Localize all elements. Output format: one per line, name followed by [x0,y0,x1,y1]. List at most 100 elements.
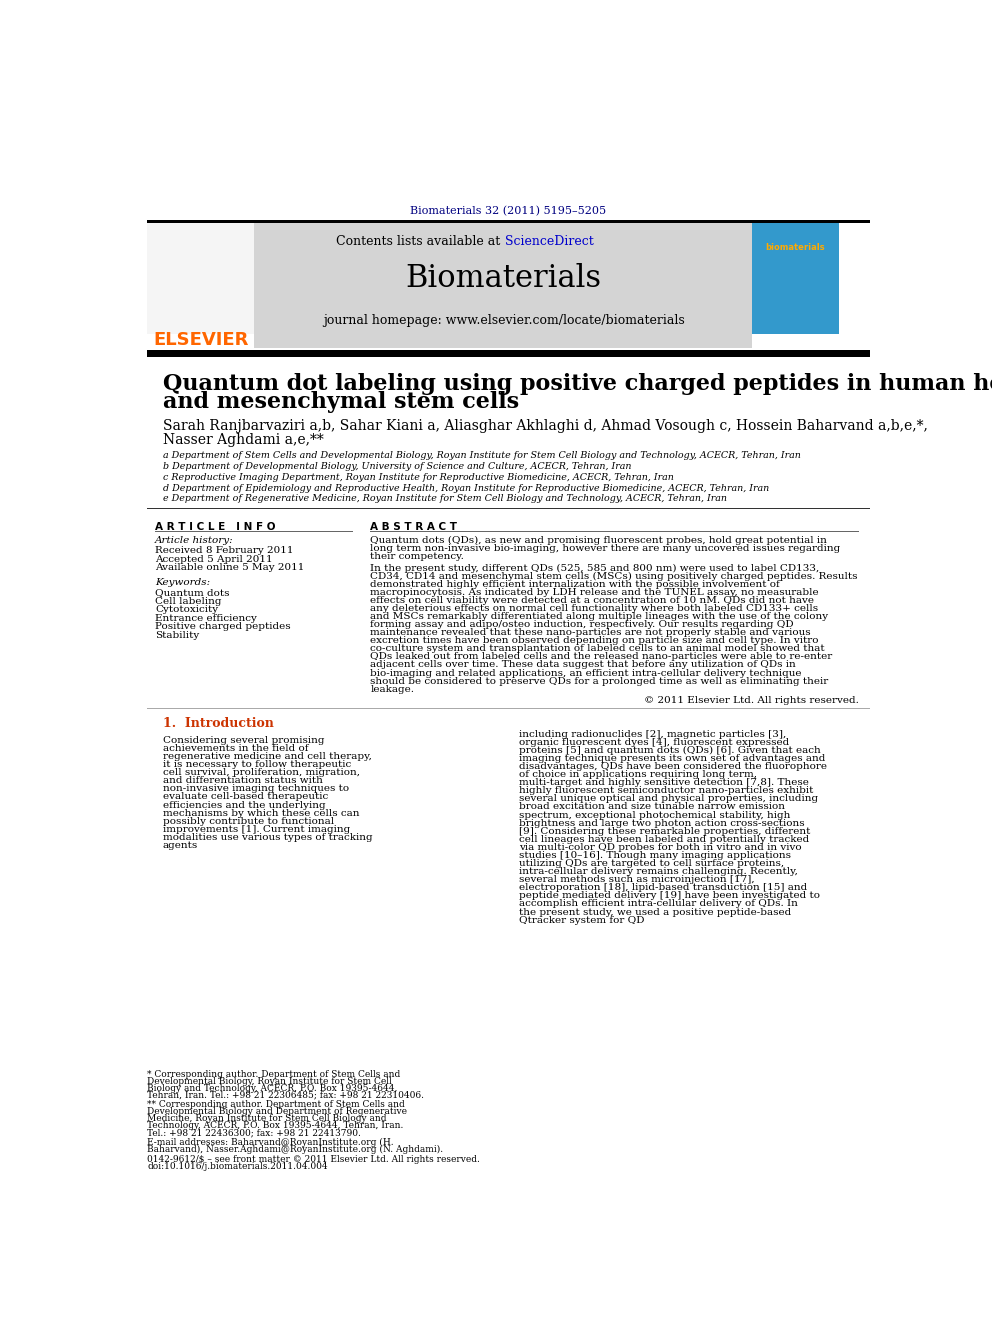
Text: including radionuclides [2], magnetic particles [3],: including radionuclides [2], magnetic pa… [519,730,787,738]
Text: Available online 5 May 2011: Available online 5 May 2011 [155,564,305,572]
Text: Nasser Aghdami a,e,**: Nasser Aghdami a,e,** [163,433,323,447]
Text: d Department of Epidemiology and Reproductive Health, Royan Institute for Reprod: d Department of Epidemiology and Reprodu… [163,484,769,492]
Text: ScienceDirect: ScienceDirect [505,235,594,249]
Text: A R T I C L E   I N F O: A R T I C L E I N F O [155,523,276,532]
Text: possibly contribute to functional: possibly contribute to functional [163,816,334,826]
Text: biomaterials: biomaterials [766,243,825,251]
Bar [752,222,838,335]
Text: a Department of Stem Cells and Developmental Biology, Royan Institute for Stem C: a Department of Stem Cells and Developme… [163,451,801,460]
Text: 0142-9612/$ – see front matter © 2011 Elsevier Ltd. All rights reserved.: 0142-9612/$ – see front matter © 2011 El… [147,1155,480,1164]
Text: any deleterious effects on normal cell functionality where both labeled CD133+ c: any deleterious effects on normal cell f… [370,603,818,613]
Text: the present study, we used a positive peptide-based: the present study, we used a positive pe… [519,908,792,917]
Text: regenerative medicine and cell therapy,: regenerative medicine and cell therapy, [163,751,372,761]
Text: Developmental Biology, Royan Institute for Stem Cell: Developmental Biology, Royan Institute f… [147,1077,392,1086]
Text: studies [10–16]. Though many imaging applications: studies [10–16]. Though many imaging app… [519,851,792,860]
Text: Tehran, Iran. Tel.: +98 21 22306485; fax: +98 21 22310406.: Tehran, Iran. Tel.: +98 21 22306485; fax… [147,1090,425,1099]
Text: Developmental Biology and Department of Regenerative: Developmental Biology and Department of … [147,1107,408,1117]
Text: evaluate cell-based therapeutic: evaluate cell-based therapeutic [163,792,328,802]
Text: disadvantages, QDs have been considered the fluorophore: disadvantages, QDs have been considered … [519,762,827,771]
Text: accomplish efficient intra-cellular delivery of QDs. In: accomplish efficient intra-cellular deli… [519,900,799,909]
Text: ELSEVIER: ELSEVIER [153,331,248,349]
Text: mechanisms by which these cells can: mechanisms by which these cells can [163,808,359,818]
Text: Stability: Stability [155,631,199,640]
Text: modalities use various types of tracking: modalities use various types of tracking [163,833,372,841]
Text: Tel.: +98 21 22436300; fax: +98 21 22413790.: Tel.: +98 21 22436300; fax: +98 21 22413… [147,1129,361,1138]
Text: and differentiation status with: and differentiation status with [163,777,322,786]
Text: Received 8 February 2011: Received 8 February 2011 [155,546,294,556]
Text: Baharvand), Nasser.Aghdami@RoyanInstitute.org (N. Aghdami).: Baharvand), Nasser.Aghdami@RoyanInstitut… [147,1146,443,1154]
Text: maintenance revealed that these nano-particles are not properly stable and vario: maintenance revealed that these nano-par… [370,628,811,638]
Text: Qtracker system for QD: Qtracker system for QD [519,916,645,925]
Text: of choice in applications requiring long term,: of choice in applications requiring long… [519,770,757,779]
Text: QDs leaked out from labeled cells and the released nano-particles were able to r: QDs leaked out from labeled cells and th… [370,652,832,662]
Text: co-culture system and transplantation of labeled cells to an animal model showed: co-culture system and transplantation of… [370,644,825,654]
Text: non-invasive imaging techniques to: non-invasive imaging techniques to [163,785,349,794]
Text: Positive charged peptides: Positive charged peptides [155,622,291,631]
Bar [147,349,870,357]
Text: improvements [1]. Current imaging: improvements [1]. Current imaging [163,824,350,833]
Text: peptide mediated delivery [19] have been investigated to: peptide mediated delivery [19] have been… [519,892,820,901]
Text: multi-target and highly sensitive detection [7,8]. These: multi-target and highly sensitive detect… [519,778,809,787]
Text: demonstrated highly efficient internalization with the possible involvement of: demonstrated highly efficient internaliz… [370,579,780,589]
Text: macropinocytosis. As indicated by LDH release and the TUNEL assay, no measurable: macropinocytosis. As indicated by LDH re… [370,587,819,597]
Text: cell survival, proliferation, migration,: cell survival, proliferation, migration, [163,769,360,777]
Text: their competency.: their competency. [370,552,464,561]
Text: Entrance efficiency: Entrance efficiency [155,614,257,623]
Text: achievements in the field of: achievements in the field of [163,744,309,753]
Text: long term non-invasive bio-imaging, however there are many uncovered issues rega: long term non-invasive bio-imaging, howe… [370,544,840,553]
Text: several methods such as microinjection [17],: several methods such as microinjection [… [519,876,755,884]
Text: and mesenchymal stem cells: and mesenchymal stem cells [163,392,519,413]
Text: © 2011 Elsevier Ltd. All rights reserved.: © 2011 Elsevier Ltd. All rights reserved… [644,696,859,705]
Text: 1.  Introduction: 1. Introduction [163,717,274,730]
Text: adjacent cells over time. These data suggest that before any utilization of QDs : adjacent cells over time. These data sug… [370,660,797,669]
Text: effects on cell viability were detected at a concentration of 10 nM. QDs did not: effects on cell viability were detected … [370,595,814,605]
Text: spectrum, exceptional photochemical stability, high: spectrum, exceptional photochemical stab… [519,811,791,819]
Bar [147,222,254,335]
Text: Quantum dots: Quantum dots [155,589,229,598]
Text: Cytotoxicity: Cytotoxicity [155,606,218,614]
Text: ** Corresponding author. Department of Stem Cells and: ** Corresponding author. Department of S… [147,1101,405,1110]
Text: e Department of Regenerative Medicine, Royan Institute for Stem Cell Biology and: e Department of Regenerative Medicine, R… [163,495,727,504]
Bar [147,221,870,222]
Text: should be considered to preserve QDs for a prolonged time as well as eliminating: should be considered to preserve QDs for… [370,676,828,685]
Text: broad excitation and size tunable narrow emission: broad excitation and size tunable narrow… [519,803,786,811]
Text: cell lineages have been labeled and potentially tracked: cell lineages have been labeled and pote… [519,835,809,844]
Text: Quantum dot labeling using positive charged peptides in human hematopoetic: Quantum dot labeling using positive char… [163,373,992,394]
Text: In the present study, different QDs (525, 585 and 800 nm) were used to label CD1: In the present study, different QDs (525… [370,564,819,573]
Text: it is necessary to follow therapeutic: it is necessary to follow therapeutic [163,761,351,769]
Text: via multi-color QD probes for both in vitro and in vivo: via multi-color QD probes for both in vi… [519,843,802,852]
Text: c Reproductive Imaging Department, Royan Institute for Reproductive Biomedicine,: c Reproductive Imaging Department, Royan… [163,472,674,482]
Text: * Corresponding author. Department of Stem Cells and: * Corresponding author. Department of St… [147,1070,401,1078]
Text: agents: agents [163,841,198,849]
Text: Sarah Ranjbarvaziri a,b, Sahar Kiani a, Aliasghar Akhlaghi d, Ahmad Vosough c, H: Sarah Ranjbarvaziri a,b, Sahar Kiani a, … [163,419,928,433]
Text: forming assay and adipo/osteo induction, respectively. Our results regarding QD: forming assay and adipo/osteo induction,… [370,620,794,628]
Text: journal homepage: www.elsevier.com/locate/biomaterials: journal homepage: www.elsevier.com/locat… [322,314,684,327]
Text: doi:10.1016/j.biomaterials.2011.04.004: doi:10.1016/j.biomaterials.2011.04.004 [147,1162,328,1171]
Text: E-mail addresses: Baharvand@RoyanInstitute.org (H.: E-mail addresses: Baharvand@RoyanInstitu… [147,1138,394,1147]
Text: Considering several promising: Considering several promising [163,736,324,745]
Text: Technology, ACECR, P.O. Box 19395-4644, Tehran, Iran.: Technology, ACECR, P.O. Box 19395-4644, … [147,1122,404,1130]
Text: Contents lists available at: Contents lists available at [335,235,504,249]
Bar [254,222,752,348]
Text: excretion times have been observed depending on particle size and cell type. In : excretion times have been observed depen… [370,636,819,646]
Text: highly fluorescent semiconductor nano-particles exhibit: highly fluorescent semiconductor nano-pa… [519,786,813,795]
Text: Quantum dots (QDs), as new and promising fluorescent probes, hold great potentia: Quantum dots (QDs), as new and promising… [370,536,827,545]
Text: CD34, CD14 and mesenchymal stem cells (MSCs) using positively charged peptides. : CD34, CD14 and mesenchymal stem cells (M… [370,572,858,581]
Text: brightness and large two photon action cross-sections: brightness and large two photon action c… [519,819,805,828]
Text: bio-imaging and related applications, an efficient intra-cellular delivery techn: bio-imaging and related applications, an… [370,668,802,677]
Text: Cell labeling: Cell labeling [155,597,221,606]
Text: intra-cellular delivery remains challenging. Recently,: intra-cellular delivery remains challeng… [519,867,799,876]
Text: A B S T R A C T: A B S T R A C T [370,523,457,532]
Text: Accepted 5 April 2011: Accepted 5 April 2011 [155,554,273,564]
Text: Medicine, Royan Institute for Stem Cell Biology and: Medicine, Royan Institute for Stem Cell … [147,1114,387,1123]
Text: organic fluorescent dyes [4], fluorescent expressed: organic fluorescent dyes [4], fluorescen… [519,738,790,746]
Text: [9]. Considering these remarkable properties, different: [9]. Considering these remarkable proper… [519,827,810,836]
Text: efficiencies and the underlying: efficiencies and the underlying [163,800,325,810]
Text: Keywords:: Keywords: [155,578,210,587]
Text: imaging technique presents its own set of advantages and: imaging technique presents its own set o… [519,754,825,763]
Text: electroporation [18], lipid-based transduction [15] and: electroporation [18], lipid-based transd… [519,884,807,892]
Text: Biomaterials 32 (2011) 5195–5205: Biomaterials 32 (2011) 5195–5205 [411,206,606,216]
Text: and MSCs remarkably differentiated along multiple lineages with the use of the c: and MSCs remarkably differentiated along… [370,613,828,620]
Text: proteins [5] and quantum dots (QDs) [6]. Given that each: proteins [5] and quantum dots (QDs) [6].… [519,746,821,755]
Text: utilizing QDs are targeted to cell surface proteins,: utilizing QDs are targeted to cell surfa… [519,859,785,868]
